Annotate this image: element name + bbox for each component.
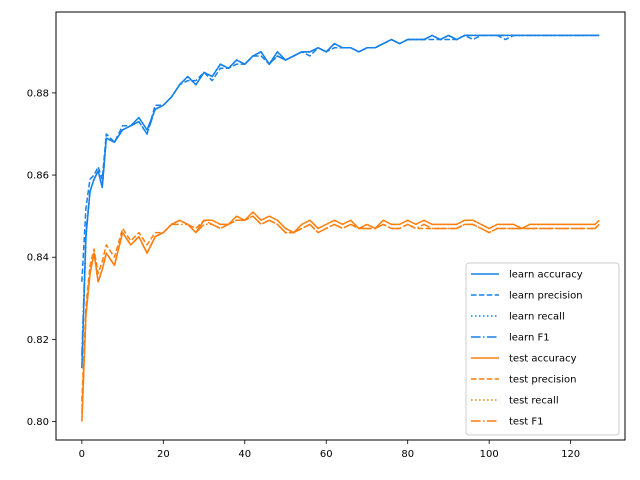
series-line-learn-recall: [81, 34, 600, 369]
plot-frame: [55, 11, 626, 441]
x-tick-label: 0: [79, 449, 85, 460]
legend-label: test recall: [509, 396, 559, 407]
x-tick-label: 20: [157, 449, 170, 460]
y-tick-label: 0.88: [27, 88, 49, 99]
y-tick-label: 0.82: [27, 335, 49, 346]
y-tick-label: 0.84: [27, 253, 49, 264]
legend-box: [465, 262, 620, 436]
legend-label: test F1: [509, 417, 544, 428]
legend-label: learn recall: [509, 312, 565, 323]
series-line-test-recall: [81, 211, 600, 422]
x-tick-label: 40: [238, 449, 251, 460]
series-line-test-f1: [81, 215, 600, 414]
series-line-learn-f1: [81, 34, 600, 356]
legend-label: learn accuracy: [509, 270, 583, 281]
series-layer: [81, 34, 600, 422]
x-tick-label: 120: [561, 449, 580, 460]
legend-label: learn F1: [509, 333, 550, 344]
x-tick-label: 100: [480, 449, 499, 460]
y-tick-label: 0.80: [27, 417, 49, 428]
x-tick-label: 80: [401, 449, 414, 460]
y-tick-label: 0.86: [27, 171, 49, 182]
x-axis: 0 20 40 60 80 100 120: [79, 440, 580, 460]
legend-label: test accuracy: [509, 354, 577, 365]
x-tick-label: 60: [320, 449, 333, 460]
legend-label: test precision: [509, 375, 577, 386]
legend: learn accuracy learn precision learn recal…: [465, 262, 620, 436]
y-axis: 0.80 0.82 0.84 0.86 0.88: [27, 88, 56, 428]
legend-label: learn precision: [509, 291, 583, 302]
